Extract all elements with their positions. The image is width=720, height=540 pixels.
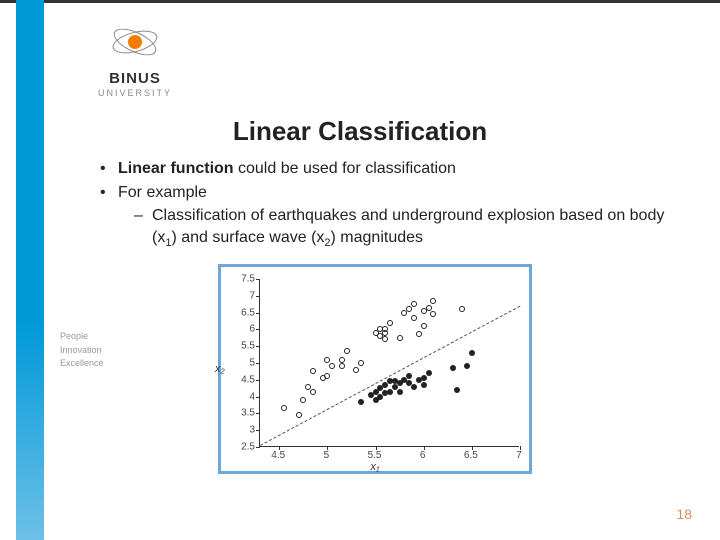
data-point-class-b xyxy=(421,382,427,388)
tagline-line: Excellence xyxy=(60,357,104,371)
tagline-line: People xyxy=(60,330,104,344)
data-point-class-b xyxy=(358,399,364,405)
bold-text: Linear function xyxy=(118,160,234,177)
x-tick-label: 6 xyxy=(420,450,426,461)
decision-boundary-line xyxy=(260,306,520,446)
top-border xyxy=(0,0,720,3)
data-point-class-a xyxy=(397,335,403,341)
data-point-class-a xyxy=(430,311,436,317)
tagline-line: Innovation xyxy=(60,344,104,358)
data-point-class-a xyxy=(339,357,345,363)
data-point-class-a xyxy=(411,301,417,307)
data-point-class-a xyxy=(430,298,436,304)
y-tick-label: 6.5 xyxy=(229,307,255,318)
data-point-class-a xyxy=(406,306,412,312)
slide-title: Linear Classification xyxy=(0,116,720,147)
data-point-class-a xyxy=(421,323,427,329)
data-point-class-a xyxy=(382,326,388,332)
y-tick-label: 5 xyxy=(229,358,255,369)
content-body: Linear function could be used for classi… xyxy=(100,158,670,253)
data-point-class-a xyxy=(296,412,302,418)
data-point-class-b xyxy=(469,350,475,356)
data-point-class-b xyxy=(397,389,403,395)
data-point-class-b xyxy=(426,370,432,376)
y-tick-label: 6 xyxy=(229,324,255,335)
y-tick-label: 2.5 xyxy=(229,442,255,453)
logo-icon xyxy=(111,18,159,66)
text: For example xyxy=(118,184,207,201)
data-point-class-b xyxy=(411,384,417,390)
left-accent-stripe xyxy=(16,0,44,540)
x-tick-label: 6.5 xyxy=(464,450,478,461)
y-tick-label: 3.5 xyxy=(229,408,255,419)
data-point-class-a xyxy=(344,348,350,354)
x-axis-title: x₁ xyxy=(371,461,380,473)
data-point-class-b xyxy=(454,387,460,393)
data-point-class-a xyxy=(416,331,422,337)
data-point-class-a xyxy=(353,367,359,373)
data-point-class-a xyxy=(310,389,316,395)
y-tick-label: 7 xyxy=(229,290,255,301)
text: could be used for classification xyxy=(234,160,456,177)
text: ) and surface wave (x xyxy=(171,229,324,246)
data-point-class-a xyxy=(339,363,345,369)
logo-sub: UNIVERSITY xyxy=(70,88,200,98)
data-point-class-a xyxy=(426,305,432,311)
x-tick-label: 5.5 xyxy=(368,450,382,461)
data-point-class-a xyxy=(358,360,364,366)
data-point-class-b xyxy=(406,373,412,379)
bullet-item: Linear function could be used for classi… xyxy=(100,158,670,180)
x-tick-label: 5 xyxy=(324,450,330,461)
bullet-sub-item: Classification of earthquakes and underg… xyxy=(100,205,670,251)
y-tick-label: 7.5 xyxy=(229,274,255,285)
data-point-class-b xyxy=(450,365,456,371)
data-point-class-a xyxy=(281,405,287,411)
data-point-class-a xyxy=(310,368,316,374)
data-point-class-a xyxy=(324,373,330,379)
data-point-class-a xyxy=(459,306,465,312)
y-axis-title: x₂ xyxy=(215,363,225,375)
data-point-class-a xyxy=(300,397,306,403)
y-tick-label: 5.5 xyxy=(229,341,255,352)
data-point-class-b xyxy=(464,363,470,369)
y-tick-label: 3 xyxy=(229,425,255,436)
logo-name: BINUS xyxy=(70,70,200,87)
data-point-class-a xyxy=(387,320,393,326)
logo: BINUS UNIVERSITY xyxy=(70,18,200,98)
data-point-class-a xyxy=(411,315,417,321)
data-point-class-a xyxy=(329,363,335,369)
y-tick-label: 4 xyxy=(229,391,255,402)
data-point-class-b xyxy=(387,389,393,395)
data-point-class-a xyxy=(382,336,388,342)
data-point-class-a xyxy=(324,357,330,363)
x-tick-label: 7 xyxy=(516,450,522,461)
bullet-item: For example xyxy=(100,182,670,204)
x-tick-label: 4.5 xyxy=(271,450,285,461)
text: ) magnitudes xyxy=(331,229,424,246)
y-tick-label: 4.5 xyxy=(229,374,255,385)
data-point-class-b xyxy=(421,375,427,381)
tagline: People Innovation Excellence xyxy=(60,330,104,371)
scatter-chart: x₂ x₁ 2.5 3 3.5 4 4.5 5 5.5 6 6.5 7 7.5 4.5 5 5.5 6 6.5… xyxy=(218,264,532,474)
plot-area xyxy=(259,279,519,447)
page-number: 18 xyxy=(676,506,692,522)
